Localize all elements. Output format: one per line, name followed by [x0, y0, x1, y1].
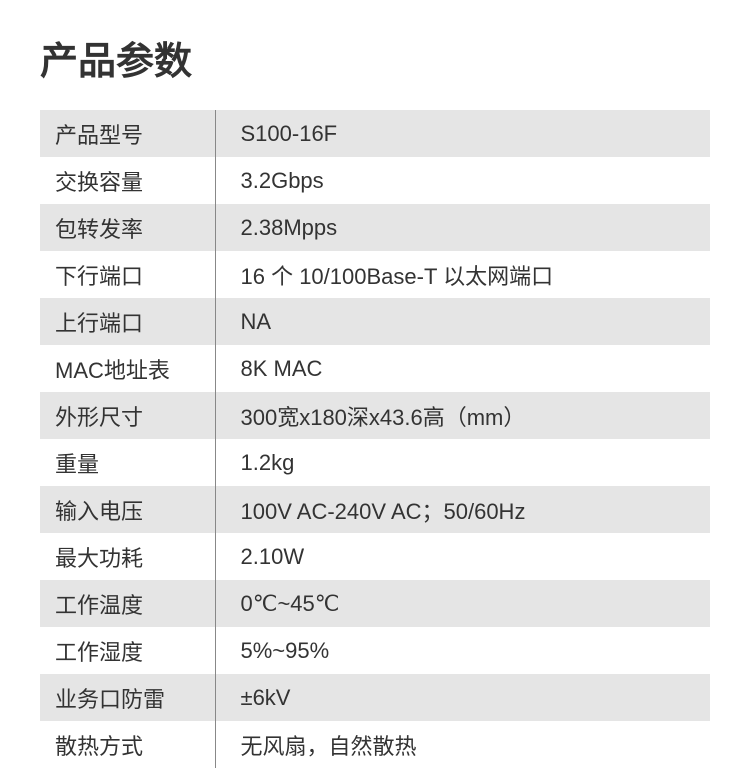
- spec-label: 输入电压: [40, 486, 215, 533]
- spec-label: 上行端口: [40, 298, 215, 345]
- spec-label: 工作湿度: [40, 627, 215, 674]
- spec-label: 散热方式: [40, 721, 215, 768]
- table-row: 业务口防雷 ±6kV: [40, 674, 710, 721]
- spec-label: MAC地址表: [40, 345, 215, 392]
- table-row: 产品型号 S100-16F: [40, 110, 710, 157]
- table-row: 上行端口 NA: [40, 298, 710, 345]
- spec-value: 100V AC-240V AC；50/60Hz: [215, 486, 710, 533]
- spec-value: S100-16F: [215, 110, 710, 157]
- spec-value: 300宽x180深x43.6高（mm）: [215, 392, 710, 439]
- spec-value: 1.2kg: [215, 439, 710, 486]
- table-row: 重量 1.2kg: [40, 439, 710, 486]
- spec-label: 外形尺寸: [40, 392, 215, 439]
- spec-label: 包转发率: [40, 204, 215, 251]
- spec-label: 业务口防雷: [40, 674, 215, 721]
- spec-table-body: 产品型号 S100-16F 交换容量 3.2Gbps 包转发率 2.38Mpps…: [40, 110, 710, 768]
- spec-value: 5%~95%: [215, 627, 710, 674]
- table-row: 散热方式 无风扇，自然散热: [40, 721, 710, 768]
- spec-value: 16 个 10/100Base-T 以太网端口: [215, 251, 710, 298]
- spec-label: 重量: [40, 439, 215, 486]
- spec-value: 3.2Gbps: [215, 157, 710, 204]
- spec-table: 产品型号 S100-16F 交换容量 3.2Gbps 包转发率 2.38Mpps…: [40, 110, 710, 768]
- spec-label: 产品型号: [40, 110, 215, 157]
- spec-value: 无风扇，自然散热: [215, 721, 710, 768]
- table-row: 最大功耗 2.10W: [40, 533, 710, 580]
- spec-value: 2.38Mpps: [215, 204, 710, 251]
- spec-value: 8K MAC: [215, 345, 710, 392]
- table-row: 包转发率 2.38Mpps: [40, 204, 710, 251]
- table-row: 输入电压 100V AC-240V AC；50/60Hz: [40, 486, 710, 533]
- spec-label: 最大功耗: [40, 533, 215, 580]
- table-row: MAC地址表 8K MAC: [40, 345, 710, 392]
- spec-value: ±6kV: [215, 674, 710, 721]
- spec-label: 交换容量: [40, 157, 215, 204]
- table-row: 下行端口 16 个 10/100Base-T 以太网端口: [40, 251, 710, 298]
- spec-label: 工作温度: [40, 580, 215, 627]
- spec-value: 0℃~45℃: [215, 580, 710, 627]
- spec-label: 下行端口: [40, 251, 215, 298]
- table-row: 工作湿度 5%~95%: [40, 627, 710, 674]
- table-row: 外形尺寸 300宽x180深x43.6高（mm）: [40, 392, 710, 439]
- page-title: 产品参数: [40, 30, 710, 85]
- table-row: 工作温度 0℃~45℃: [40, 580, 710, 627]
- table-row: 交换容量 3.2Gbps: [40, 157, 710, 204]
- spec-value: NA: [215, 298, 710, 345]
- spec-value: 2.10W: [215, 533, 710, 580]
